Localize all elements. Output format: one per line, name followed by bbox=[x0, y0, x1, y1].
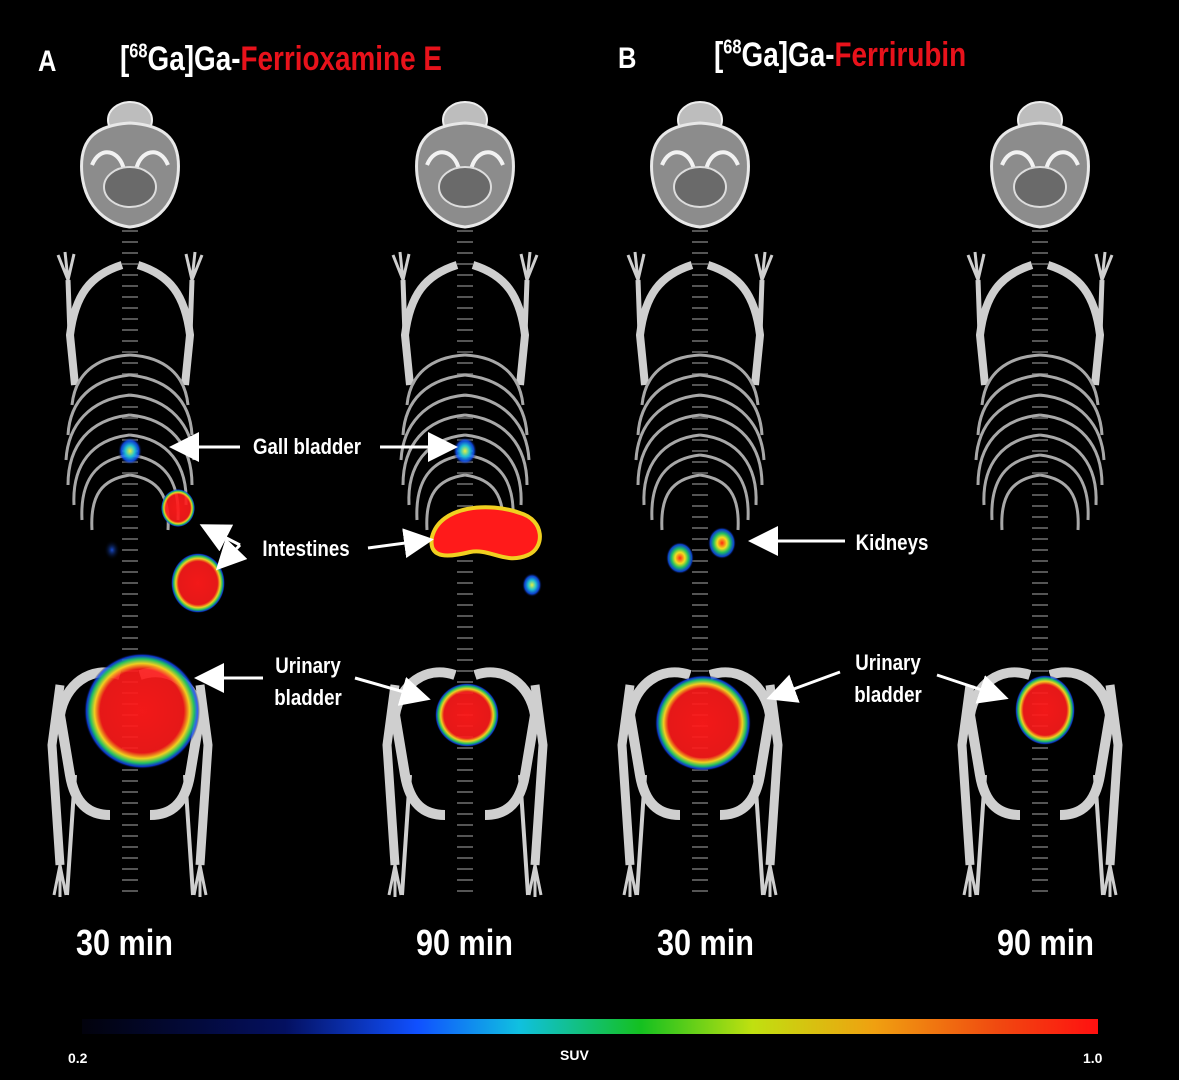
panel-b-title-prefix: [ bbox=[714, 36, 724, 74]
label-urinary-b-line2: bladder bbox=[854, 682, 922, 707]
urinary-bladder-hotspot-b90 bbox=[1015, 675, 1075, 745]
colorbar-max-label: 1.0 bbox=[1083, 1050, 1103, 1066]
intestine-hotspot-a90 bbox=[429, 505, 542, 561]
urinary-bladder-hotspot-a30 bbox=[84, 653, 200, 769]
label-urinary-a-line2: bladder bbox=[274, 685, 342, 710]
urinary-bladder-hotspot-b30 bbox=[655, 675, 751, 771]
label-kidneys: Kidneys bbox=[855, 530, 929, 555]
arrow-intestine-a90 bbox=[367, 528, 434, 559]
label-urinary-b-line1: Urinary bbox=[855, 650, 921, 675]
arrow-urinary-b90 bbox=[936, 673, 1009, 704]
panel-b-title-name: Ferrirubin bbox=[834, 36, 967, 74]
arrow-urinary-b30 bbox=[766, 670, 841, 703]
mouse-a-90min bbox=[387, 102, 543, 897]
time-b-90: 90 min bbox=[997, 922, 1094, 963]
mouse-b-90min bbox=[962, 102, 1118, 897]
small-hotspot-a90 bbox=[522, 573, 542, 597]
panel-b-title: [68Ga]Ga-Ferrirubin bbox=[714, 36, 966, 75]
kidney-hotspot-b30-1 bbox=[666, 542, 694, 574]
urinary-bladder-hotspot-a90 bbox=[435, 683, 499, 747]
panel-b-title-sup: 68 bbox=[723, 36, 742, 59]
gall-bladder-hotspot-a30 bbox=[118, 437, 142, 465]
panel-b-title-mid: Ga]Ga- bbox=[741, 36, 835, 74]
time-a-30: 30 min bbox=[76, 922, 173, 963]
suv-colorbar bbox=[82, 1019, 1098, 1034]
intestine-hotspot-a30-1 bbox=[161, 489, 195, 527]
label-intestines: Intestines bbox=[262, 536, 350, 561]
time-b-30: 30 min bbox=[657, 922, 754, 963]
arrow-intestine-a30-2 bbox=[215, 538, 248, 571]
faint-hotspot-a30 bbox=[104, 540, 120, 560]
annotation-arrows bbox=[169, 432, 1009, 706]
panel-a-title-name: Ferrioxamine E bbox=[240, 40, 442, 78]
label-urinary-a-line1: Urinary bbox=[275, 653, 341, 678]
gall-bladder-hotspot-a90 bbox=[453, 437, 477, 465]
arrow-urinary-a90 bbox=[354, 676, 431, 706]
panel-a-title-mid: Ga]Ga- bbox=[147, 40, 241, 78]
panel-a-title-sup: 68 bbox=[129, 40, 148, 63]
panel-a-title: [68Ga]Ga-Ferrioxamine E bbox=[120, 40, 442, 79]
arrow-intestine-a30-1 bbox=[199, 524, 241, 552]
panel-a-letter: A bbox=[38, 45, 57, 78]
kidney-hotspot-b30-2 bbox=[708, 527, 736, 559]
mouse-b-30min bbox=[622, 102, 778, 897]
intestine-hotspot-a30-2 bbox=[171, 553, 225, 613]
panel-a-title-prefix: [ bbox=[120, 40, 130, 78]
panel-b-letter: B bbox=[618, 42, 637, 75]
label-gall-bladder: Gall bladder bbox=[252, 434, 362, 459]
colorbar-title: SUV bbox=[560, 1047, 589, 1063]
colorbar-min-label: 0.2 bbox=[68, 1050, 88, 1066]
time-a-90: 90 min bbox=[416, 922, 513, 963]
